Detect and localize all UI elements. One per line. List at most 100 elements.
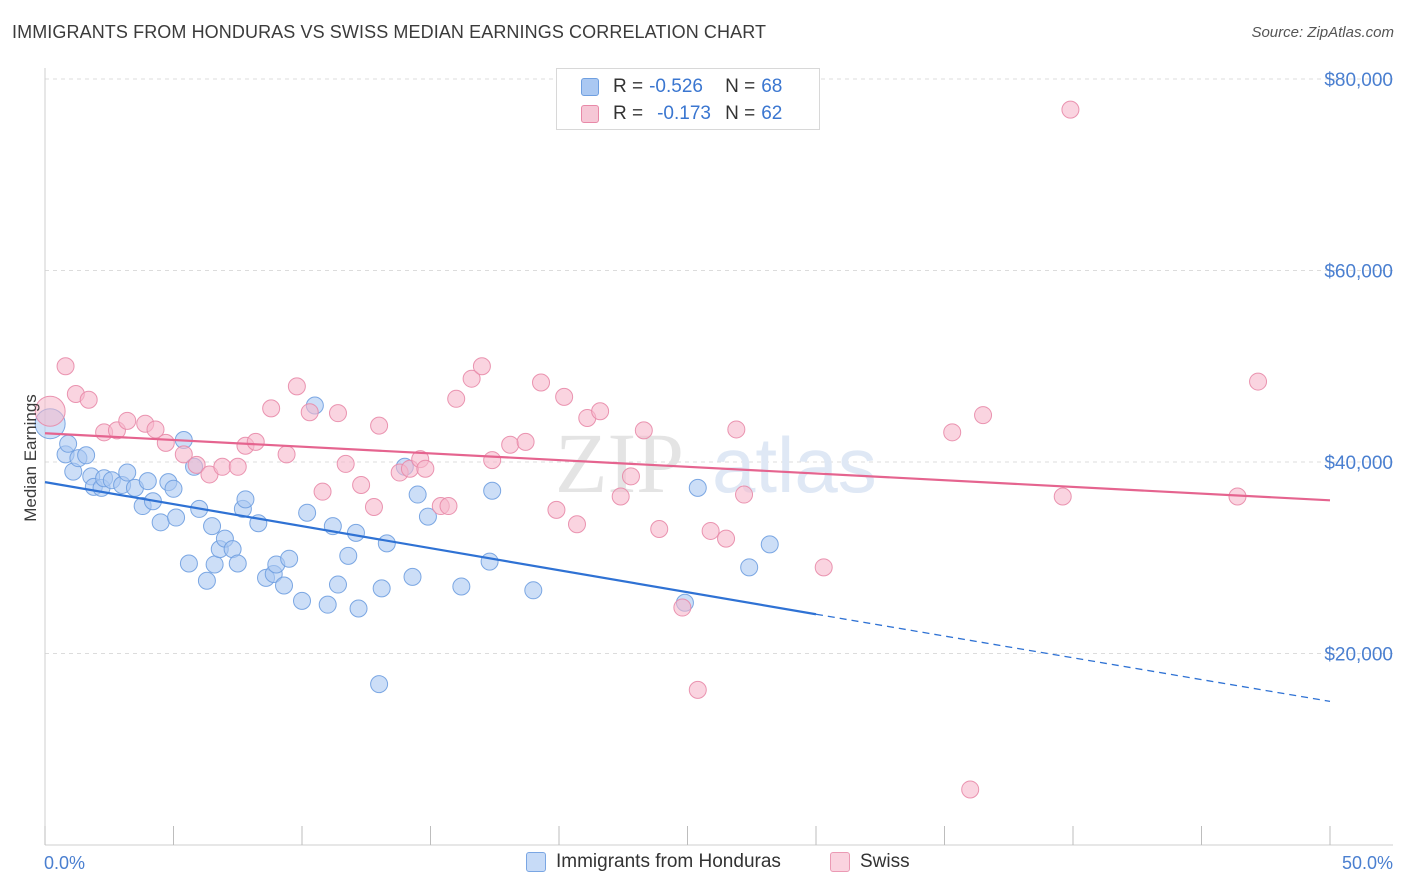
honduras-point — [452, 577, 471, 596]
honduras-point — [349, 599, 368, 618]
swiss-point — [174, 445, 193, 464]
honduras-point — [740, 558, 759, 577]
swiss-point — [364, 498, 383, 517]
honduras-point — [59, 434, 78, 453]
legend-item-honduras[interactable]: Immigrants from Honduras — [526, 851, 781, 873]
series-swiss-points — [34, 100, 1268, 799]
honduras-point — [418, 507, 437, 526]
honduras-trend-extension — [815, 613, 1331, 703]
honduras-point — [118, 463, 137, 482]
legend-item-swiss[interactable]: Swiss — [830, 851, 910, 873]
honduras-point — [275, 576, 294, 595]
honduras-point — [346, 523, 365, 542]
honduras-point — [228, 554, 247, 573]
swiss-point — [688, 680, 707, 699]
honduras-point — [688, 478, 707, 497]
swiss-point — [262, 399, 281, 418]
honduras-point — [236, 490, 255, 509]
honduras-point — [138, 472, 157, 491]
honduras-point — [205, 555, 224, 574]
legend-swatch-blue — [526, 852, 546, 872]
source-credit: Source: ZipAtlas.com — [1251, 24, 1394, 41]
swiss-point — [228, 457, 247, 476]
swiss-point — [246, 432, 265, 451]
swiss-point — [727, 420, 746, 439]
honduras-point — [167, 508, 186, 527]
x-tick-label-min: 0.0% — [44, 853, 85, 873]
gridlines — [45, 78, 1393, 654]
y-tick-label: $60,000 — [1324, 262, 1393, 283]
swiss-trend-line — [44, 432, 1331, 502]
swiss-point — [634, 421, 653, 440]
swiss-point — [943, 423, 962, 442]
swiss-point — [974, 406, 993, 425]
honduras-point — [760, 535, 779, 554]
legend-swatch-blue — [581, 78, 599, 96]
swiss-point — [213, 457, 232, 476]
y-tick-label: $20,000 — [1324, 645, 1393, 666]
axes — [44, 68, 1393, 846]
series-legend: Immigrants from Honduras Swiss — [0, 851, 1406, 879]
honduras-point — [179, 554, 198, 573]
honduras-point — [151, 513, 170, 532]
legend-swatch-pink — [830, 852, 850, 872]
legend-row-honduras: R = -0.526 N = 68 — [581, 74, 782, 100]
swiss-point — [547, 500, 566, 519]
swiss-point — [79, 390, 98, 409]
honduras-point — [328, 575, 347, 594]
honduras-point — [483, 481, 502, 500]
honduras-point — [408, 485, 427, 504]
legend-r-value: -0.526 — [649, 76, 703, 97]
swiss-point — [118, 411, 137, 430]
swiss-point — [814, 558, 833, 577]
swiss-point — [370, 416, 389, 435]
tick-labels: Median Earnings 0.0% 50.0% $20,000 $40,00… — [21, 70, 1393, 873]
swiss-point — [447, 389, 466, 408]
swiss-point — [328, 404, 347, 423]
swiss-point — [187, 455, 206, 474]
swiss-point — [591, 402, 610, 421]
honduras-point — [197, 571, 216, 590]
legend-n-label: N = — [725, 76, 756, 97]
y-axis-label: Median Earnings — [21, 394, 40, 522]
legend-label-swiss: Swiss — [860, 851, 910, 872]
chart-title: IMMIGRANTS FROM HONDURAS VS SWISS MEDIAN… — [12, 22, 767, 42]
legend-r-label: R = — [613, 103, 644, 124]
honduras-point — [403, 567, 422, 586]
swiss-point — [555, 387, 574, 406]
x-tick-label-max: 50.0% — [1342, 853, 1393, 873]
honduras-point — [293, 591, 311, 610]
series-honduras-points — [34, 396, 779, 694]
swiss-point — [34, 395, 66, 427]
legend-row-swiss: R = -0.173 N = 62 — [581, 101, 782, 127]
swiss-point — [621, 467, 640, 486]
swiss-point — [313, 482, 332, 501]
swiss-point — [352, 475, 371, 494]
swiss-point — [462, 369, 481, 388]
honduras-point — [480, 552, 499, 571]
honduras-point — [372, 579, 391, 598]
legend-label-honduras: Immigrants from Honduras — [556, 851, 781, 872]
honduras-point — [77, 446, 96, 465]
swiss-point — [961, 780, 980, 799]
swiss-point — [483, 451, 502, 470]
legend-r-value: -0.173 — [657, 103, 711, 124]
swiss-point — [300, 403, 319, 422]
honduras-point — [298, 503, 317, 522]
honduras-point — [339, 546, 358, 565]
swiss-point — [56, 357, 75, 376]
swiss-point — [439, 497, 458, 516]
swiss-point — [501, 435, 520, 454]
legend-r-label: R = — [613, 76, 644, 97]
honduras-point — [203, 517, 222, 536]
swiss-point — [673, 598, 692, 617]
swiss-point — [287, 377, 306, 396]
swiss-point — [1053, 487, 1072, 506]
swiss-point — [416, 459, 435, 478]
swiss-point — [277, 445, 296, 464]
honduras-point — [524, 581, 543, 600]
trend-lines — [44, 432, 1331, 703]
legend-n-value: 62 — [761, 103, 783, 124]
